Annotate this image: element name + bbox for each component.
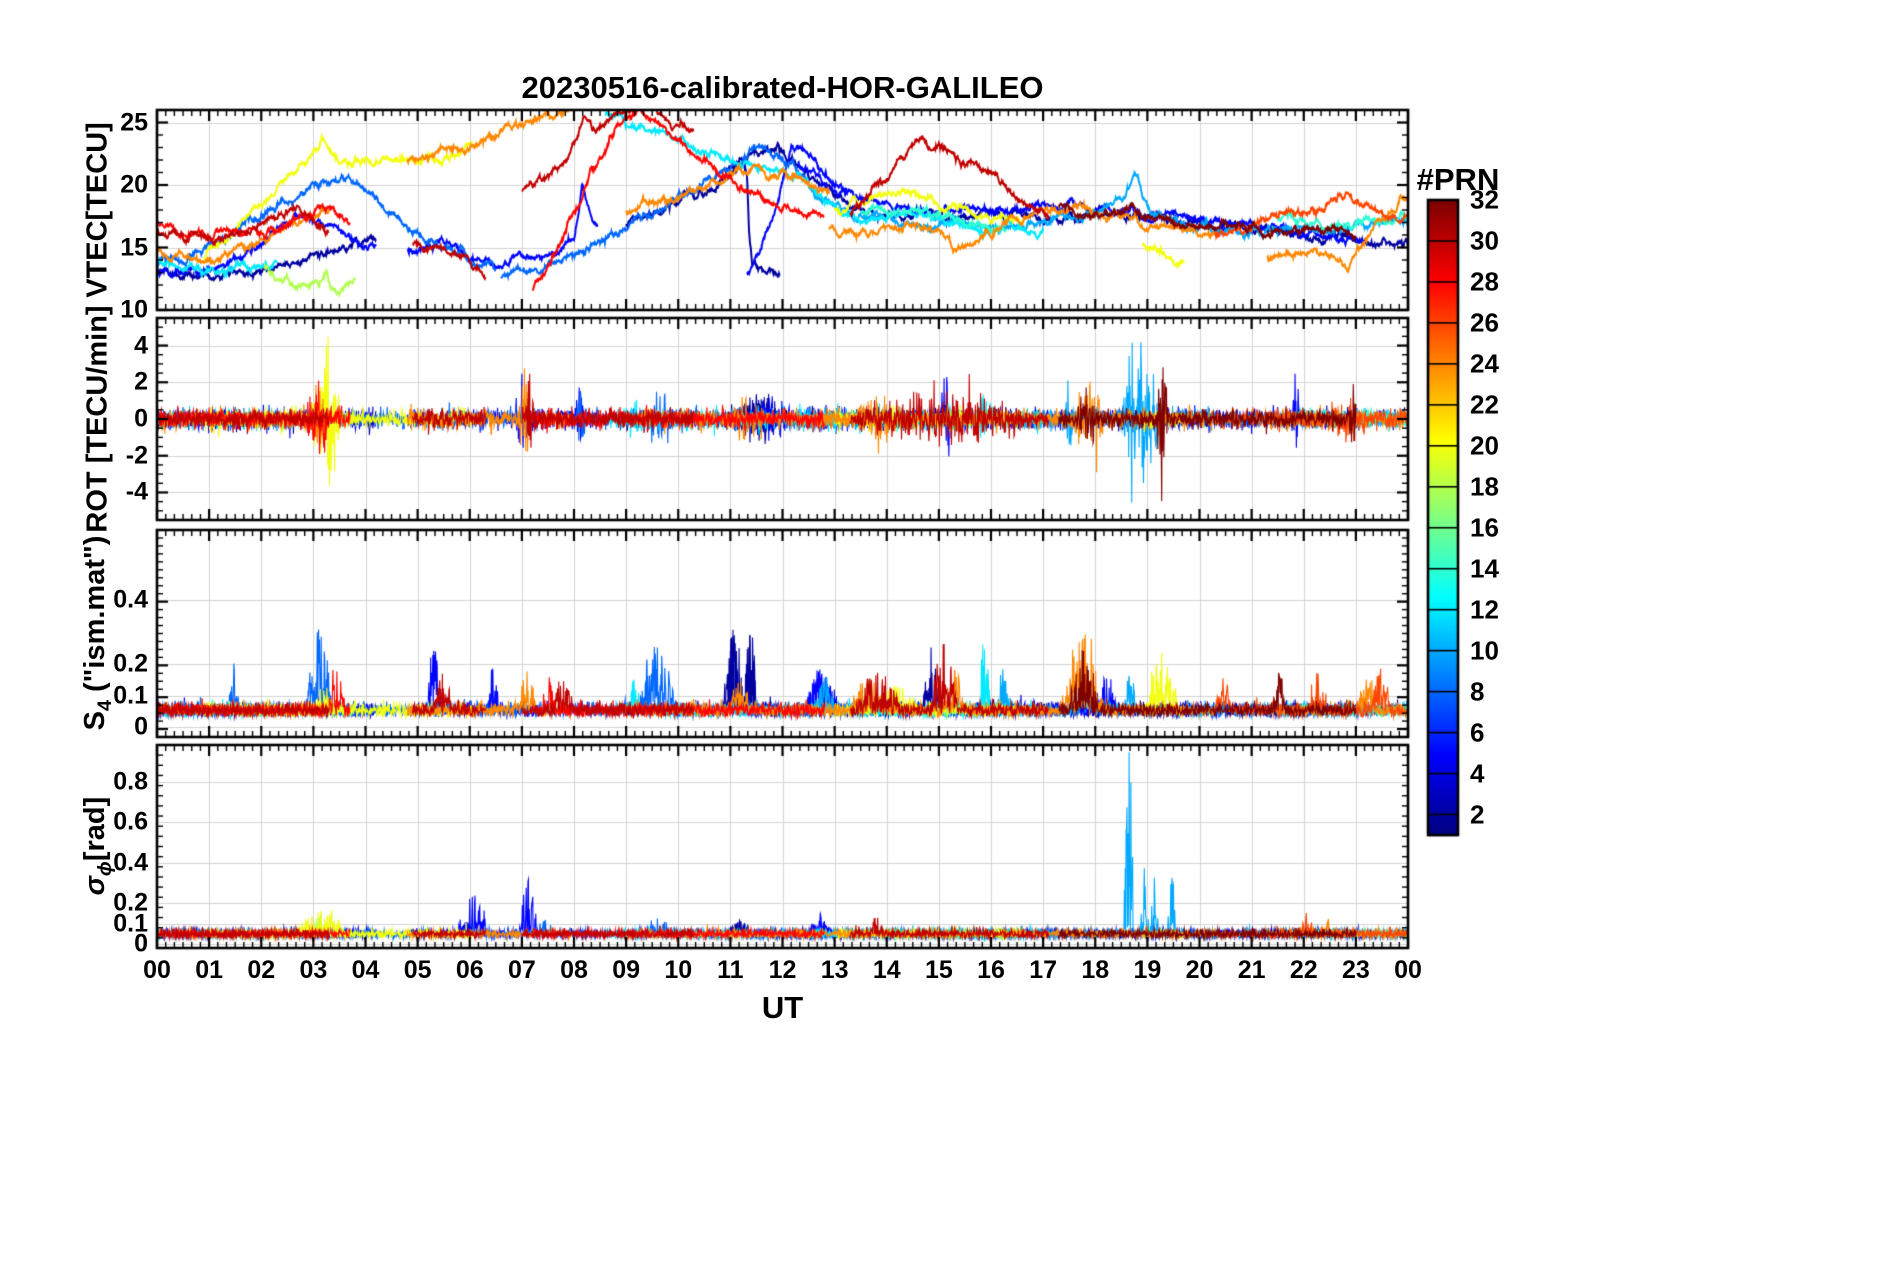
- y-tick-label: 4: [134, 331, 148, 360]
- y-tick-label: 0: [134, 712, 148, 741]
- y-tick-label: 2: [134, 367, 148, 396]
- y-tick-label: 0.2: [113, 649, 148, 678]
- x-tick-label: 10: [664, 956, 693, 984]
- y-tick-label: 0.6: [113, 807, 148, 836]
- chart-title: 20230516-calibrated-HOR-GALILEO: [521, 70, 1044, 105]
- x-tick-label: 18: [1081, 956, 1110, 984]
- x-tick-label: 03: [299, 956, 328, 984]
- x-tick-label: 22: [1289, 956, 1318, 984]
- y-tick-label: 0.2: [113, 888, 148, 917]
- x-tick-label: 00: [1394, 956, 1422, 984]
- colorbar-tick-label: 28: [1470, 266, 1499, 297]
- y-tick-label: 10: [120, 295, 148, 324]
- x-tick-label: 16: [977, 956, 1005, 984]
- x-tick-label: 11: [717, 956, 744, 984]
- colorbar-tick-label: 16: [1470, 512, 1499, 543]
- y-tick-label: 0.8: [113, 767, 148, 796]
- y-tick-label: -2: [125, 441, 148, 470]
- x-tick-label: 19: [1133, 956, 1162, 984]
- xlabel: UT: [761, 990, 804, 1025]
- colorbar-tick-label: 10: [1470, 635, 1499, 666]
- y-tick-label: 0: [134, 929, 148, 958]
- colorbar-tick-label: 8: [1470, 676, 1485, 707]
- x-tick-label: 15: [924, 956, 953, 984]
- colorbar-tick-label: 24: [1470, 348, 1499, 379]
- x-tick-label: 14: [872, 956, 901, 984]
- ylabel-vtec: VTEC[TECU]: [81, 122, 114, 298]
- y-tick-label: 0.4: [113, 848, 148, 877]
- y-tick-label: 0.1: [113, 909, 148, 938]
- x-tick-label: 02: [247, 956, 276, 984]
- colorbar-tick-label: 12: [1470, 594, 1499, 625]
- colorbar-tick-label: 30: [1470, 225, 1499, 256]
- x-tick-label: 04: [351, 956, 380, 984]
- y-tick-label: 0: [134, 404, 148, 433]
- x-tick-label: 00: [143, 956, 171, 984]
- colorbar-tick-label: 32: [1470, 184, 1499, 215]
- colorbar-tick-label: 6: [1470, 717, 1485, 748]
- colorbar-tick-label: 20: [1470, 430, 1499, 461]
- colorbar-tick-label: 22: [1470, 389, 1499, 420]
- y-tick-label: 0.1: [113, 681, 148, 710]
- x-tick-label: 07: [507, 956, 536, 984]
- colorbar-tick-label: 2: [1470, 799, 1485, 830]
- x-tick-label: 21: [1237, 956, 1266, 984]
- y-tick-label: 0.4: [113, 585, 148, 614]
- x-tick-label: 23: [1341, 956, 1370, 984]
- x-tick-label: 20: [1185, 956, 1214, 984]
- x-tick-label: 06: [455, 956, 484, 984]
- x-tick-label: 05: [403, 956, 432, 984]
- x-tick-label: 08: [560, 956, 588, 984]
- x-tick-label: 17: [1029, 956, 1058, 984]
- y-tick-label: -4: [125, 477, 148, 506]
- colorbar-tick-label: 14: [1470, 553, 1499, 584]
- x-tick-label: 13: [820, 956, 849, 984]
- x-tick-label: 12: [768, 956, 797, 984]
- colorbar-title: #PRN: [1416, 162, 1500, 197]
- colorbar-tick-label: 26: [1470, 307, 1499, 338]
- y-tick-label: 20: [120, 170, 148, 199]
- colorbar-tick-label: 4: [1470, 758, 1485, 789]
- x-tick-label: 09: [612, 956, 641, 984]
- y-tick-label: 25: [120, 108, 148, 136]
- y-tick-label: 15: [120, 233, 148, 261]
- colorbar-tick-label: 18: [1470, 471, 1499, 502]
- x-tick-label: 01: [195, 956, 224, 984]
